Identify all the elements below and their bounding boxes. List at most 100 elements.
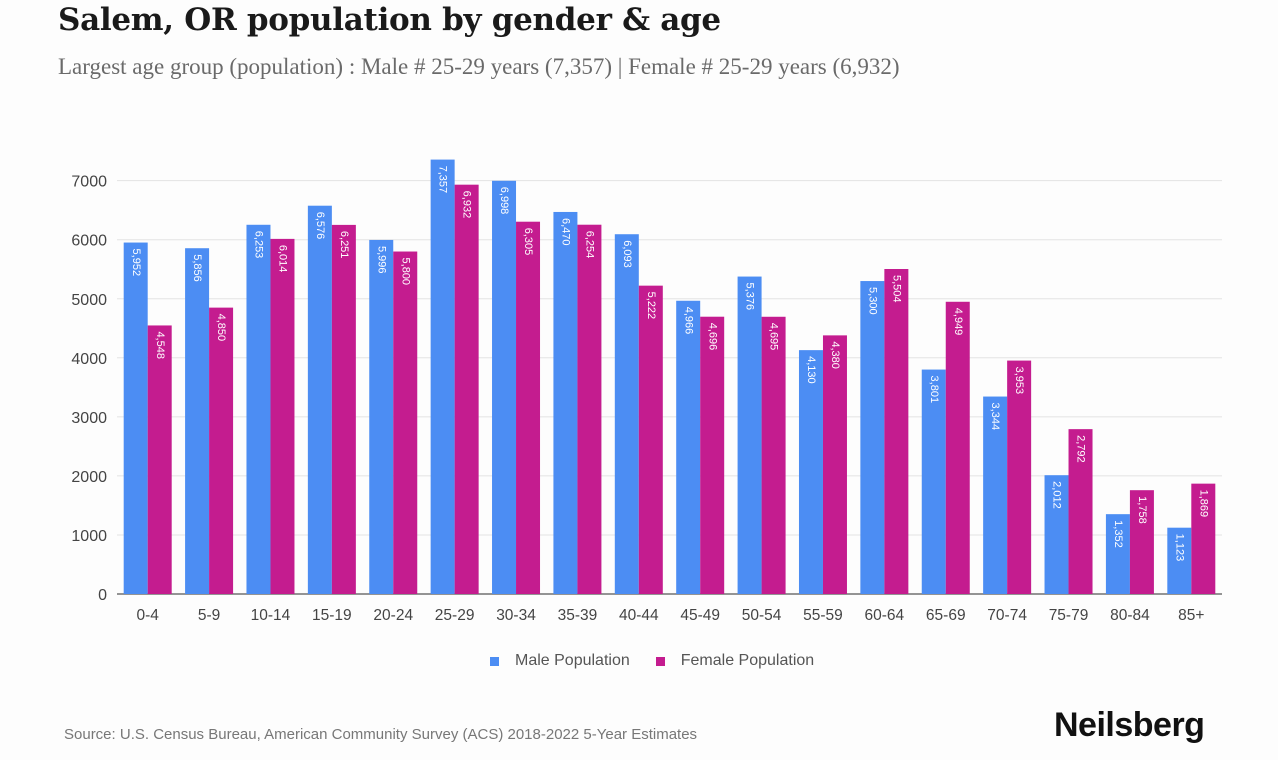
data-label-male: 4,966 (682, 307, 694, 335)
bar-male (1105, 514, 1130, 594)
data-label-male: 7,357 (437, 166, 449, 194)
bar-chart: 0 1000 2000 3000 4000 5000 6000 7000 5,952 4,548 0… (71, 159, 1222, 624)
bar-female (577, 224, 602, 594)
bar-female (454, 184, 479, 595)
x-tick-label: 55-59 (803, 607, 843, 624)
bar-female (1007, 360, 1032, 594)
data-label-female: 5,222 (645, 292, 657, 320)
bar-male (492, 180, 517, 594)
x-tick-label: 75-79 (1049, 607, 1089, 624)
bar-male (921, 369, 946, 594)
bar-male (1044, 475, 1069, 594)
bar-female (1068, 429, 1093, 594)
data-label-female: 2,792 (1075, 435, 1087, 463)
bar-female (270, 238, 295, 594)
y-tick-label: 6000 (71, 233, 107, 250)
data-label-male: 5,952 (130, 249, 142, 277)
bar-male (430, 159, 455, 594)
data-label-male: 6,576 (314, 212, 326, 240)
data-label-male: 5,300 (866, 287, 878, 315)
x-tick-label: 40-44 (619, 607, 659, 624)
data-label-male: 2,012 (1051, 481, 1063, 509)
bar-female (761, 316, 786, 594)
bar-female (393, 251, 418, 594)
data-label-male: 6,470 (560, 218, 572, 246)
bar-male (185, 248, 210, 594)
data-label-female: 4,850 (215, 314, 227, 342)
bar-male (798, 350, 823, 594)
x-tick-label: 30-34 (496, 607, 536, 624)
x-tick-label: 25-29 (435, 607, 475, 624)
bar-female (147, 325, 172, 594)
x-tick-label: 20-24 (373, 607, 413, 624)
data-label-male: 5,856 (191, 254, 203, 282)
y-tick-label: 2000 (71, 469, 107, 486)
bar-female (516, 221, 541, 594)
x-tick-label: 15-19 (312, 607, 352, 624)
x-tick-label: 85+ (1178, 607, 1204, 624)
bar-male (307, 205, 332, 594)
chart-title: Salem, OR population by gender & age (58, 2, 721, 38)
data-label-female: 4,949 (952, 308, 964, 336)
bar-male (860, 281, 885, 594)
data-label-female: 6,014 (277, 245, 289, 273)
data-label-female: 6,305 (522, 228, 534, 256)
data-label-male: 5,376 (744, 283, 756, 311)
chart-subtitle: Largest age group (population) : Male # … (58, 54, 900, 79)
data-label-male: 4,130 (805, 356, 817, 384)
x-tick-label: 10-14 (251, 607, 291, 624)
chart-legend: Male Population Female Population (490, 652, 840, 670)
data-label-male: 6,093 (621, 240, 633, 268)
y-tick-label: 7000 (71, 174, 107, 191)
data-label-male: 1,352 (1112, 520, 1124, 548)
bar-male (676, 300, 701, 594)
bar-female (1191, 483, 1216, 594)
y-tick-label: 5000 (71, 292, 107, 309)
x-tick-label: 50-54 (742, 607, 782, 624)
legend-item-female: Female Population (655, 652, 815, 670)
y-tick-label: 1000 (71, 528, 107, 545)
bar-male (123, 242, 148, 594)
bar-female (700, 316, 725, 594)
bar-female (822, 335, 847, 594)
bar-female (331, 224, 356, 595)
x-tick-label: 45-49 (680, 607, 720, 624)
data-label-male: 3,801 (928, 376, 940, 404)
data-label-female: 5,800 (399, 258, 411, 286)
data-label-female: 5,504 (890, 275, 902, 303)
y-tick-label: 3000 (71, 410, 107, 427)
x-tick-label: 65-69 (926, 607, 966, 624)
x-tick-label: 35-39 (558, 607, 598, 624)
data-label-female: 4,548 (154, 331, 166, 359)
legend-label-female: Female Population (680, 652, 815, 669)
bar-male (614, 234, 639, 595)
bar-female (638, 285, 663, 594)
data-label-female: 3,953 (1013, 367, 1025, 395)
data-label-female: 4,380 (829, 341, 841, 369)
bar-male (553, 211, 578, 594)
legend-swatch-female (655, 656, 665, 666)
x-tick-label: 60-64 (865, 607, 905, 624)
y-tick-label: 4000 (71, 351, 107, 368)
x-tick-label: 80-84 (1110, 607, 1150, 624)
bar-male (246, 224, 271, 594)
bar-female (945, 301, 970, 594)
bar-male (1167, 527, 1192, 594)
bar-male (983, 396, 1008, 594)
data-label-female: 4,695 (768, 323, 780, 351)
source-note: Source: U.S. Census Bureau, American Com… (64, 726, 698, 743)
data-label-female: 1,758 (1136, 496, 1148, 524)
legend-item-male: Male Population (490, 652, 630, 670)
data-label-male: 3,344 (989, 403, 1001, 431)
data-label-male: 1,123 (1173, 534, 1185, 562)
legend-swatch-male (490, 656, 499, 666)
x-tick-label: 0-4 (136, 607, 159, 624)
data-label-female: 6,932 (461, 191, 473, 219)
x-tick-label: 70-74 (987, 607, 1027, 624)
brand-logo: Neilsberg (1054, 706, 1205, 744)
bar-female (209, 307, 234, 594)
data-label-female: 6,251 (338, 231, 350, 259)
y-tick-label: 0 (98, 587, 107, 604)
data-label-female: 1,869 (1197, 490, 1209, 518)
legend-label-male: Male Population (515, 652, 630, 669)
